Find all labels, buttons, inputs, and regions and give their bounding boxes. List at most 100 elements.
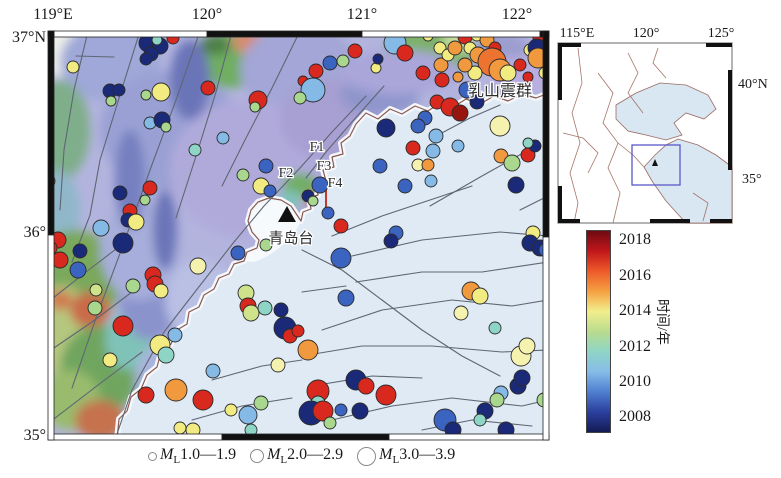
earthquake-point (69, 261, 87, 279)
earthquake-point (451, 104, 469, 122)
earthquake-point (444, 421, 462, 437)
earthquake-point (137, 386, 155, 404)
earthquake-point (263, 184, 277, 198)
earthquake-point (167, 327, 183, 343)
fault-line (71, 34, 140, 263)
magnitude-range: 3.0—3.9 (399, 446, 456, 463)
earthquake-point (311, 176, 329, 194)
earthquake-point (293, 91, 307, 105)
inset-station-triangle (652, 159, 658, 166)
coastline (116, 93, 546, 437)
earthquake-point (139, 194, 151, 206)
earthquake-point (452, 71, 464, 83)
earthquake-point (513, 369, 531, 387)
earthquake-point (405, 140, 421, 156)
inset-x-tick-115E: 115°E (559, 26, 595, 41)
earthquake-point (383, 233, 399, 249)
y-tick-36: 36° (23, 224, 46, 241)
fault-line (51, 291, 133, 351)
earthquake-point (127, 213, 145, 231)
earthquake-point (205, 363, 221, 379)
cb-tick-2018: 2018 (619, 231, 651, 248)
fault-line (59, 34, 88, 211)
cb-tick-2008: 2008 (619, 408, 651, 425)
earthquake-point (72, 243, 88, 259)
earthquake-point (497, 421, 515, 437)
earthquake-point (249, 101, 261, 113)
earthquake-point (105, 95, 117, 107)
earthquake-points (51, 34, 546, 437)
earthquake-point (451, 139, 465, 153)
earthquake-point (323, 416, 337, 430)
colorbar-title: 时间/年 (654, 299, 669, 345)
earthquake-point (425, 143, 441, 159)
map-label: F2 (279, 166, 294, 181)
earthquake-point (321, 206, 335, 220)
magnitude-range: 1.0—1.9 (180, 446, 237, 463)
fault-line (221, 34, 300, 187)
earthquake-point (337, 289, 355, 307)
map-label: F3 (317, 159, 332, 174)
cb-tick-2012: 2012 (619, 338, 651, 355)
magnitude-range: 2.0—2.9 (287, 446, 344, 463)
earthquake-point (518, 337, 536, 355)
fault-line (115, 95, 367, 437)
inset-y-tick-35: 35° (742, 172, 762, 187)
earthquake-point (428, 128, 444, 144)
earthquake-point (471, 287, 489, 305)
earthquake-point (139, 52, 153, 66)
map-label: 青岛台 (268, 230, 313, 247)
cb-tick-2016: 2016 (619, 267, 651, 284)
x-tick-121: 121° (346, 6, 378, 23)
magnitude-symbol: M (379, 446, 393, 463)
study-area-box (631, 144, 681, 186)
earthquake-point (140, 89, 152, 101)
cb-tick-2010: 2010 (619, 373, 651, 390)
earthquake-point (522, 137, 534, 149)
earthquake-point (112, 83, 126, 97)
earthquake-point (297, 339, 319, 361)
earthquake-point (357, 377, 375, 395)
earthquake-point (230, 245, 246, 261)
earthquake-point (164, 378, 188, 402)
earthquake-point (258, 158, 274, 174)
earthquake-point (160, 121, 172, 133)
earthquake-point (370, 62, 382, 74)
cb-tick-2014: 2014 (619, 302, 651, 319)
earthquake-point (200, 80, 216, 96)
magnitude-subscript: L (173, 454, 181, 467)
earthquake-point (253, 395, 269, 411)
earthquake-point (112, 185, 128, 201)
earthquake-point (224, 403, 238, 417)
earthquake-point (453, 305, 469, 321)
fault-line (211, 359, 303, 381)
earthquake-point (151, 82, 171, 102)
earthquake-point (522, 71, 534, 83)
fault-line (301, 285, 347, 293)
magnitude-subscript: L (280, 454, 288, 467)
earthquake-point (467, 65, 483, 81)
earthquake-point (489, 392, 505, 408)
inset-x-tick-120: 120° (632, 26, 660, 41)
earthquake-point (308, 63, 324, 79)
fault-line (331, 185, 473, 237)
earthquake-point (270, 357, 286, 373)
bohai-sea (615, 82, 717, 141)
fault-line (321, 299, 546, 331)
legend-item-medium: ML2.0—2.9 (250, 446, 343, 466)
earthquake-point (102, 352, 118, 368)
earthquake-point (142, 180, 158, 196)
map-canvas (51, 34, 546, 437)
earthquake-point (322, 55, 338, 71)
inset-frame (558, 43, 732, 223)
earthquake-point (447, 40, 463, 56)
earthquake-point (499, 64, 517, 82)
earthquake-point (334, 403, 348, 417)
earthquake-point (216, 131, 230, 145)
earthquake-point (527, 47, 546, 69)
earthquake-point (92, 219, 110, 237)
inset-x-tick-125: 125° (707, 26, 735, 41)
y-tick-37N: 37°N (12, 29, 46, 46)
earthquake-point (415, 65, 431, 81)
